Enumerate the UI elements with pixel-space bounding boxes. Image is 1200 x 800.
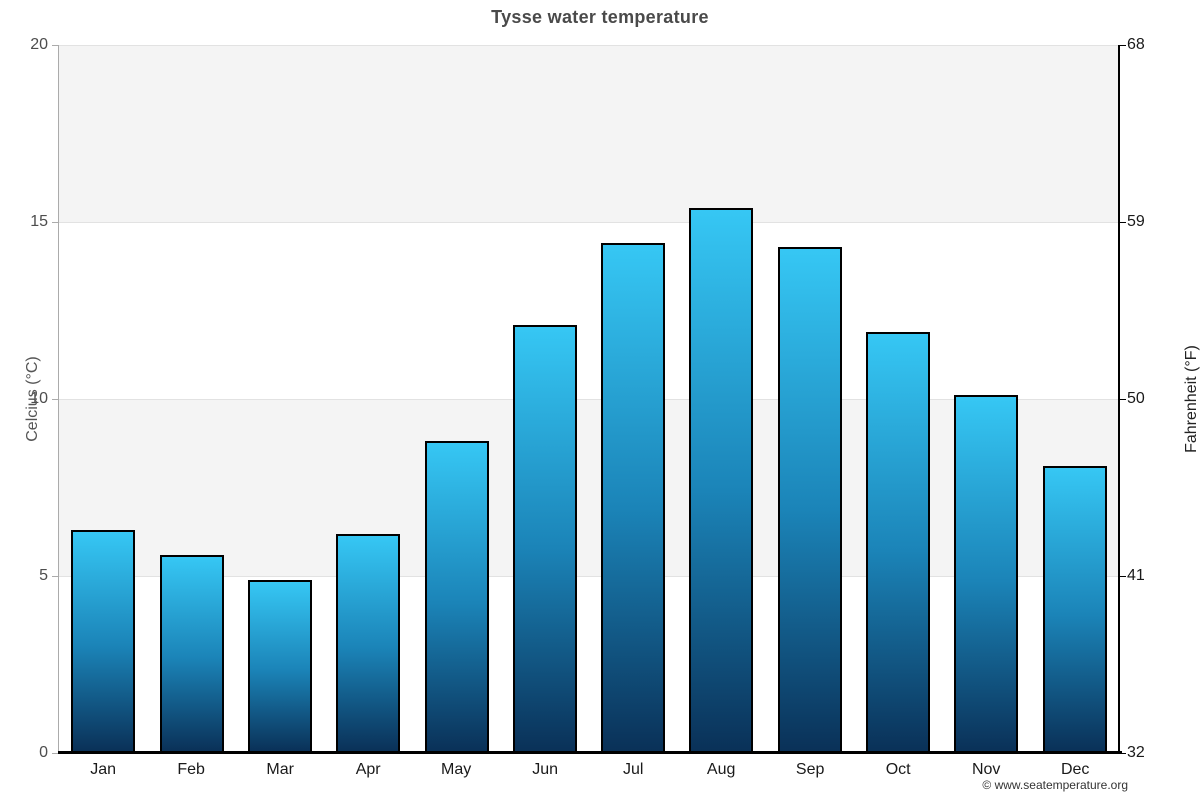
gridline bbox=[59, 576, 1119, 577]
month-label-may: May bbox=[441, 761, 472, 778]
bar-jul bbox=[601, 243, 665, 753]
bar-sep bbox=[778, 247, 842, 753]
month-label-oct: Oct bbox=[885, 761, 911, 778]
plot-band bbox=[59, 45, 1119, 222]
fahrenheit-tick-label: 59 bbox=[1127, 213, 1145, 230]
plot-area bbox=[59, 45, 1119, 753]
bar-jun bbox=[513, 325, 577, 753]
fahrenheit-tick-mark bbox=[1120, 222, 1126, 223]
fahrenheit-tick-mark bbox=[1120, 753, 1126, 754]
gridline bbox=[59, 222, 1119, 223]
bar-apr bbox=[336, 534, 400, 753]
celsius-tick-label: 0 bbox=[39, 744, 48, 761]
fahrenheit-tick-mark bbox=[1120, 576, 1126, 577]
fahrenheit-tick-label: 68 bbox=[1127, 36, 1145, 53]
month-label-dec: Dec bbox=[1060, 761, 1090, 778]
celsius-tick-mark bbox=[52, 576, 58, 577]
bar-feb bbox=[160, 555, 224, 753]
gridline bbox=[59, 45, 1119, 46]
month-label-apr: Apr bbox=[355, 761, 381, 778]
celsius-axis-line bbox=[58, 45, 59, 753]
fahrenheit-tick-label: 32 bbox=[1127, 744, 1145, 761]
bar-aug bbox=[689, 208, 753, 753]
bar-dec bbox=[1043, 466, 1107, 753]
fahrenheit-tick-label: 50 bbox=[1127, 390, 1145, 407]
celsius-tick-mark bbox=[52, 222, 58, 223]
celsius-tick-mark bbox=[52, 399, 58, 400]
gridline bbox=[59, 399, 1119, 400]
fahrenheit-axis-line bbox=[1118, 45, 1120, 753]
chart-title: Tysse water temperature bbox=[491, 7, 709, 27]
celsius-tick-mark bbox=[52, 753, 58, 754]
bar-jan bbox=[71, 530, 135, 753]
month-label-jun: Jun bbox=[532, 761, 559, 778]
x-axis-line bbox=[58, 751, 1122, 754]
bar-oct bbox=[866, 332, 930, 753]
month-label-jan: Jan bbox=[90, 761, 117, 778]
month-label-mar: Mar bbox=[266, 761, 294, 778]
month-label-jul: Jul bbox=[622, 761, 644, 778]
celsius-tick-label: 15 bbox=[30, 213, 48, 230]
month-label-aug: Aug bbox=[706, 761, 736, 778]
bar-may bbox=[425, 441, 489, 753]
bar-mar bbox=[248, 580, 312, 753]
credit-link[interactable]: © www.seatemperature.org bbox=[982, 778, 1128, 792]
month-label-nov: Nov bbox=[971, 761, 1001, 778]
plot-band bbox=[59, 399, 1119, 576]
bar-nov bbox=[954, 395, 1018, 753]
celsius-tick-label: 5 bbox=[39, 567, 48, 584]
fahrenheit-tick-mark bbox=[1120, 45, 1126, 46]
fahrenheit-tick-label: 41 bbox=[1127, 567, 1145, 584]
celsius-tick-mark bbox=[52, 45, 58, 46]
fahrenheit-tick-mark bbox=[1120, 399, 1126, 400]
month-label-sep: Sep bbox=[795, 761, 825, 778]
celsius-tick-label: 20 bbox=[30, 36, 48, 53]
celsius-tick-label: 10 bbox=[30, 390, 48, 407]
month-label-feb: Feb bbox=[177, 761, 205, 778]
